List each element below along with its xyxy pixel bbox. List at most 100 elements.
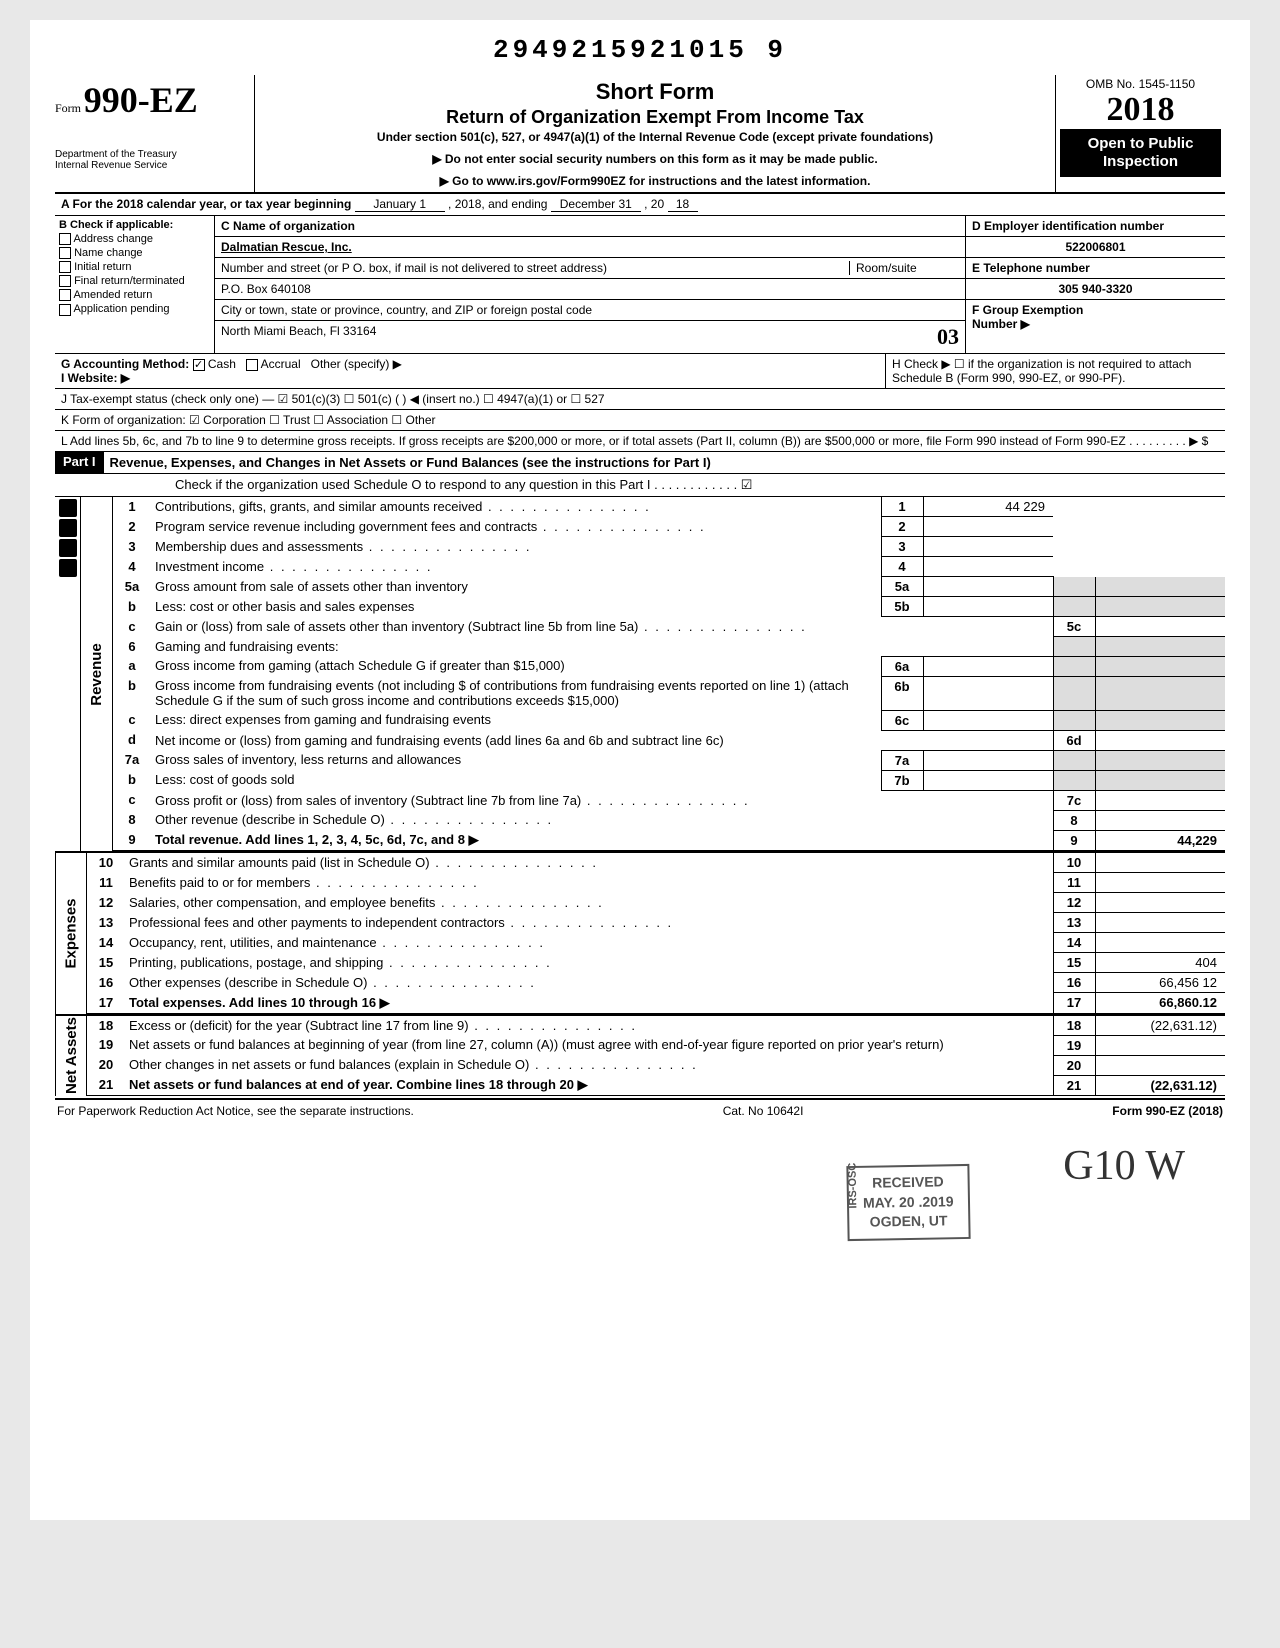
line-5c-num: 5c — [1053, 617, 1095, 637]
line-18-amt: (22,631.12) — [1095, 1016, 1225, 1036]
subtitle: Under section 501(c), 527, or 4947(a)(1)… — [263, 130, 1047, 144]
line-15-amt: 404 — [1095, 953, 1225, 973]
line-3-num: 3 — [881, 537, 923, 557]
line-18-text: Excess or (deficit) for the year (Subtra… — [125, 1016, 1053, 1036]
line-4-amt — [923, 557, 1053, 577]
line-6b-mid: 6b — [881, 676, 923, 710]
row-a-tail: , 20 — [644, 197, 664, 211]
line-7b-amt[interactable] — [923, 770, 1053, 790]
line-6-text: Gaming and fundraising events: — [151, 637, 1053, 657]
page-footer: For Paperwork Reduction Act Notice, see … — [55, 1098, 1225, 1122]
line-15-num: 15 — [1053, 953, 1095, 973]
line-2-amt — [923, 517, 1053, 537]
line-6c-amt[interactable] — [923, 710, 1053, 730]
line-10-amt — [1095, 853, 1225, 873]
line-11-amt — [1095, 873, 1225, 893]
line-6c-mid: 6c — [881, 710, 923, 730]
line-5b-amt[interactable] — [923, 597, 1053, 617]
chk-cash[interactable]: ✓ — [193, 359, 205, 371]
line-13-amt — [1095, 913, 1225, 933]
revenue-label: Revenue — [81, 497, 113, 851]
line-3-text: Membership dues and assessments — [151, 537, 881, 557]
col-de: D Employer identification number 5220068… — [965, 216, 1225, 353]
stamp-loc: OGDEN, UT — [864, 1211, 955, 1232]
open-public-badge: Open to Public Inspection — [1060, 129, 1221, 177]
org-name: Dalmatian Rescue, Inc. — [221, 240, 352, 254]
form-number: Form 990-EZ — [55, 79, 248, 121]
line-21-text: Net assets or fund balances at end of ye… — [129, 1077, 574, 1092]
signature: G10 W — [55, 1142, 1225, 1190]
street-value: P.O. Box 640108 — [221, 282, 311, 296]
line-20-amt — [1095, 1055, 1225, 1075]
e-label: E Telephone number — [972, 261, 1090, 275]
ein-value: 522006801 — [966, 237, 1225, 258]
line-6c-text: Less: direct expenses from gaming and fu… — [151, 710, 881, 730]
line-7b-mid: 7b — [881, 770, 923, 790]
line-5b-mid: 5b — [881, 597, 923, 617]
g-label: G Accounting Method: — [61, 357, 189, 371]
line-21-amt: (22,631.12) — [1151, 1078, 1218, 1093]
row-j: J Tax-exempt status (check only one) — ☑… — [55, 389, 1225, 410]
line-12-amt — [1095, 893, 1225, 913]
line-8-text: Other revenue (describe in Schedule O) — [151, 810, 1053, 830]
line-14-amt — [1095, 933, 1225, 953]
part1-label: Part I — [55, 452, 104, 473]
line-20-text: Other changes in net assets or fund bala… — [125, 1055, 1053, 1075]
expenses-table: 10Grants and similar amounts paid (list … — [87, 853, 1225, 1014]
chk-application-pending[interactable]: Application pending — [59, 303, 210, 315]
part1-title: Revenue, Expenses, and Changes in Net As… — [104, 452, 1225, 473]
line-4-num: 4 — [881, 557, 923, 577]
line-5c-amt — [1095, 617, 1225, 637]
dept-text: Department of the Treasury Internal Reve… — [55, 149, 248, 171]
line-9-num: 9 — [1053, 830, 1095, 851]
chk-amended-return[interactable]: Amended return — [59, 289, 210, 301]
chk-initial-return[interactable]: Initial return — [59, 261, 210, 273]
title-short: Short Form — [263, 79, 1047, 105]
row-a-mid: , 2018, and ending — [448, 197, 547, 211]
chk-accrual[interactable] — [246, 359, 258, 371]
line-1-amt: 44 229 — [923, 497, 1053, 517]
line-6a-amt[interactable] — [923, 656, 1053, 676]
revenue-table: 1Contributions, gifts, grants, and simil… — [113, 497, 1225, 851]
expenses-label: Expenses — [55, 853, 87, 1014]
chk-final-return[interactable]: Final return/terminated — [59, 275, 210, 287]
tax-year-end-input[interactable] — [551, 197, 641, 212]
chk-address-change[interactable]: Address change — [59, 233, 210, 245]
netassets-table: 18Excess or (deficit) for the year (Subt… — [87, 1016, 1225, 1097]
chk-name-change[interactable]: Name change — [59, 247, 210, 259]
line-12-num: 12 — [1053, 893, 1095, 913]
form-page: 2949215921015 9 Form 990-EZ Department o… — [30, 20, 1250, 1520]
line-7a-amt[interactable] — [923, 750, 1053, 770]
tax-year-end-yy-input[interactable] — [668, 197, 698, 212]
line-5a-amt[interactable] — [923, 577, 1053, 597]
line-16-text: Other expenses (describe in Schedule O) — [125, 973, 1053, 993]
row-a: A For the 2018 calendar year, or tax yea… — [55, 194, 1225, 216]
line-6d-num: 6d — [1053, 730, 1095, 750]
d-label: D Employer identification number — [972, 219, 1164, 233]
line-1-num: 1 — [881, 497, 923, 517]
row-k: K Form of organization: ☑ Corporation ☐ … — [55, 410, 1225, 431]
line-7c-text: Gross profit or (loss) from sales of inv… — [151, 790, 1053, 810]
line-7a-text: Gross sales of inventory, less returns a… — [151, 750, 881, 770]
line-8-num: 8 — [1053, 810, 1095, 830]
part1-header: Part I Revenue, Expenses, and Changes in… — [55, 452, 1225, 474]
line-16-num: 16 — [1053, 973, 1095, 993]
line-3-amt — [923, 537, 1053, 557]
line-5b-text: Less: cost or other basis and sales expe… — [151, 597, 881, 617]
line-13-num: 13 — [1053, 913, 1095, 933]
row-gh: G Accounting Method: ✓ Cash Accrual Othe… — [55, 354, 1225, 389]
help-icon — [59, 559, 77, 577]
line-2-num: 2 — [881, 517, 923, 537]
tracking-number: 2949215921015 9 — [55, 35, 1225, 65]
tax-year-begin-input[interactable] — [355, 197, 445, 212]
line-2-text: Program service revenue including govern… — [151, 517, 881, 537]
line-6d-amt — [1095, 730, 1225, 750]
line-6b-amt[interactable] — [923, 676, 1053, 710]
line-18-num: 18 — [1053, 1016, 1095, 1036]
received-stamp: IRS-OSC RECEIVED MAY. 20 .2019 OGDEN, UT — [847, 1164, 971, 1241]
line-17-num: 17 — [1053, 993, 1095, 1014]
line-13-text: Professional fees and other payments to … — [125, 913, 1053, 933]
line-11-text: Benefits paid to or for members — [125, 873, 1053, 893]
line-20-num: 20 — [1053, 1055, 1095, 1075]
title-main: Return of Organization Exempt From Incom… — [263, 107, 1047, 128]
